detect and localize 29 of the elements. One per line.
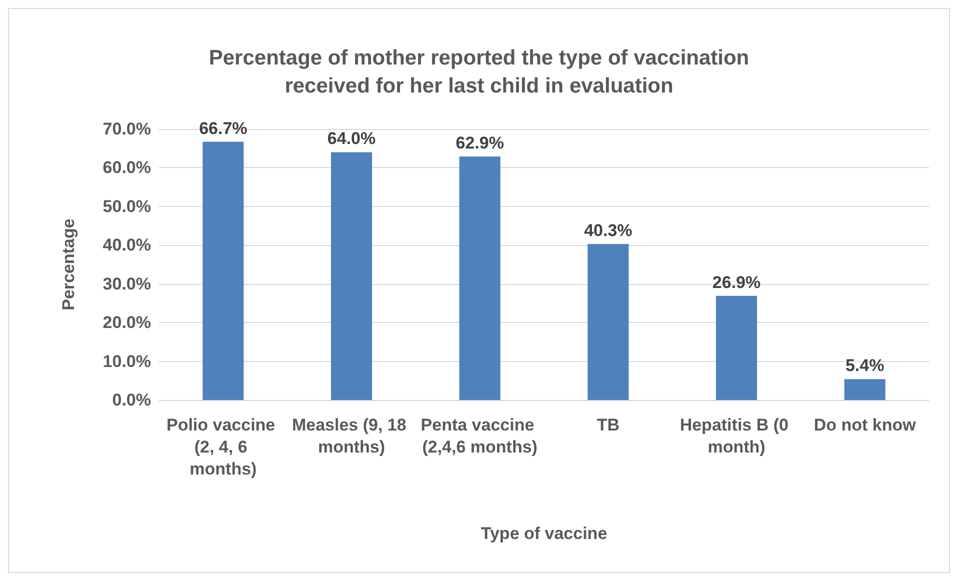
bar <box>716 296 758 400</box>
x-axis-title: Type of vaccine <box>480 524 608 543</box>
x-tick-label: Measles (9, 18 months) <box>292 416 412 456</box>
y-tick-label: 60.0% <box>102 158 151 178</box>
y-axis-title: Percentage <box>59 218 78 310</box>
bar <box>202 142 244 400</box>
data-label: 64.0% <box>327 129 376 148</box>
bar <box>844 379 886 400</box>
bar <box>459 156 500 400</box>
y-tick-label: 20.0% <box>102 313 151 332</box>
bar <box>588 244 629 400</box>
x-tick-label: TB <box>596 416 620 434</box>
y-tick-label: 70.0% <box>102 120 151 138</box>
data-label: 62.9% <box>456 133 504 152</box>
chart-title: Percentage of mother reported the type of vaccination received for her last child in evaluation <box>208 46 750 98</box>
data-label: 5.4% <box>845 356 884 376</box>
data-label: 26.9% <box>712 272 761 292</box>
y-tick-label: 30.0% <box>102 274 151 294</box>
y-tick-label: 40.0% <box>102 236 151 255</box>
y-tick-label: 0.0% <box>112 390 151 410</box>
y-tick-label: 50.0% <box>102 196 151 216</box>
x-tick-label: Polio vaccine (2, 4, 6 months) <box>166 416 280 478</box>
y-tick-label: 10.0% <box>102 352 151 371</box>
x-tick-label: Hepatitis B (0 month) <box>680 416 794 456</box>
data-label: 40.3% <box>584 220 632 240</box>
x-tick-label: Penta vaccine (2,4,6 months) <box>420 416 539 456</box>
data-label: 66.7% <box>199 118 248 138</box>
bar <box>330 152 372 400</box>
x-tick-label: Do not know <box>814 416 917 434</box>
